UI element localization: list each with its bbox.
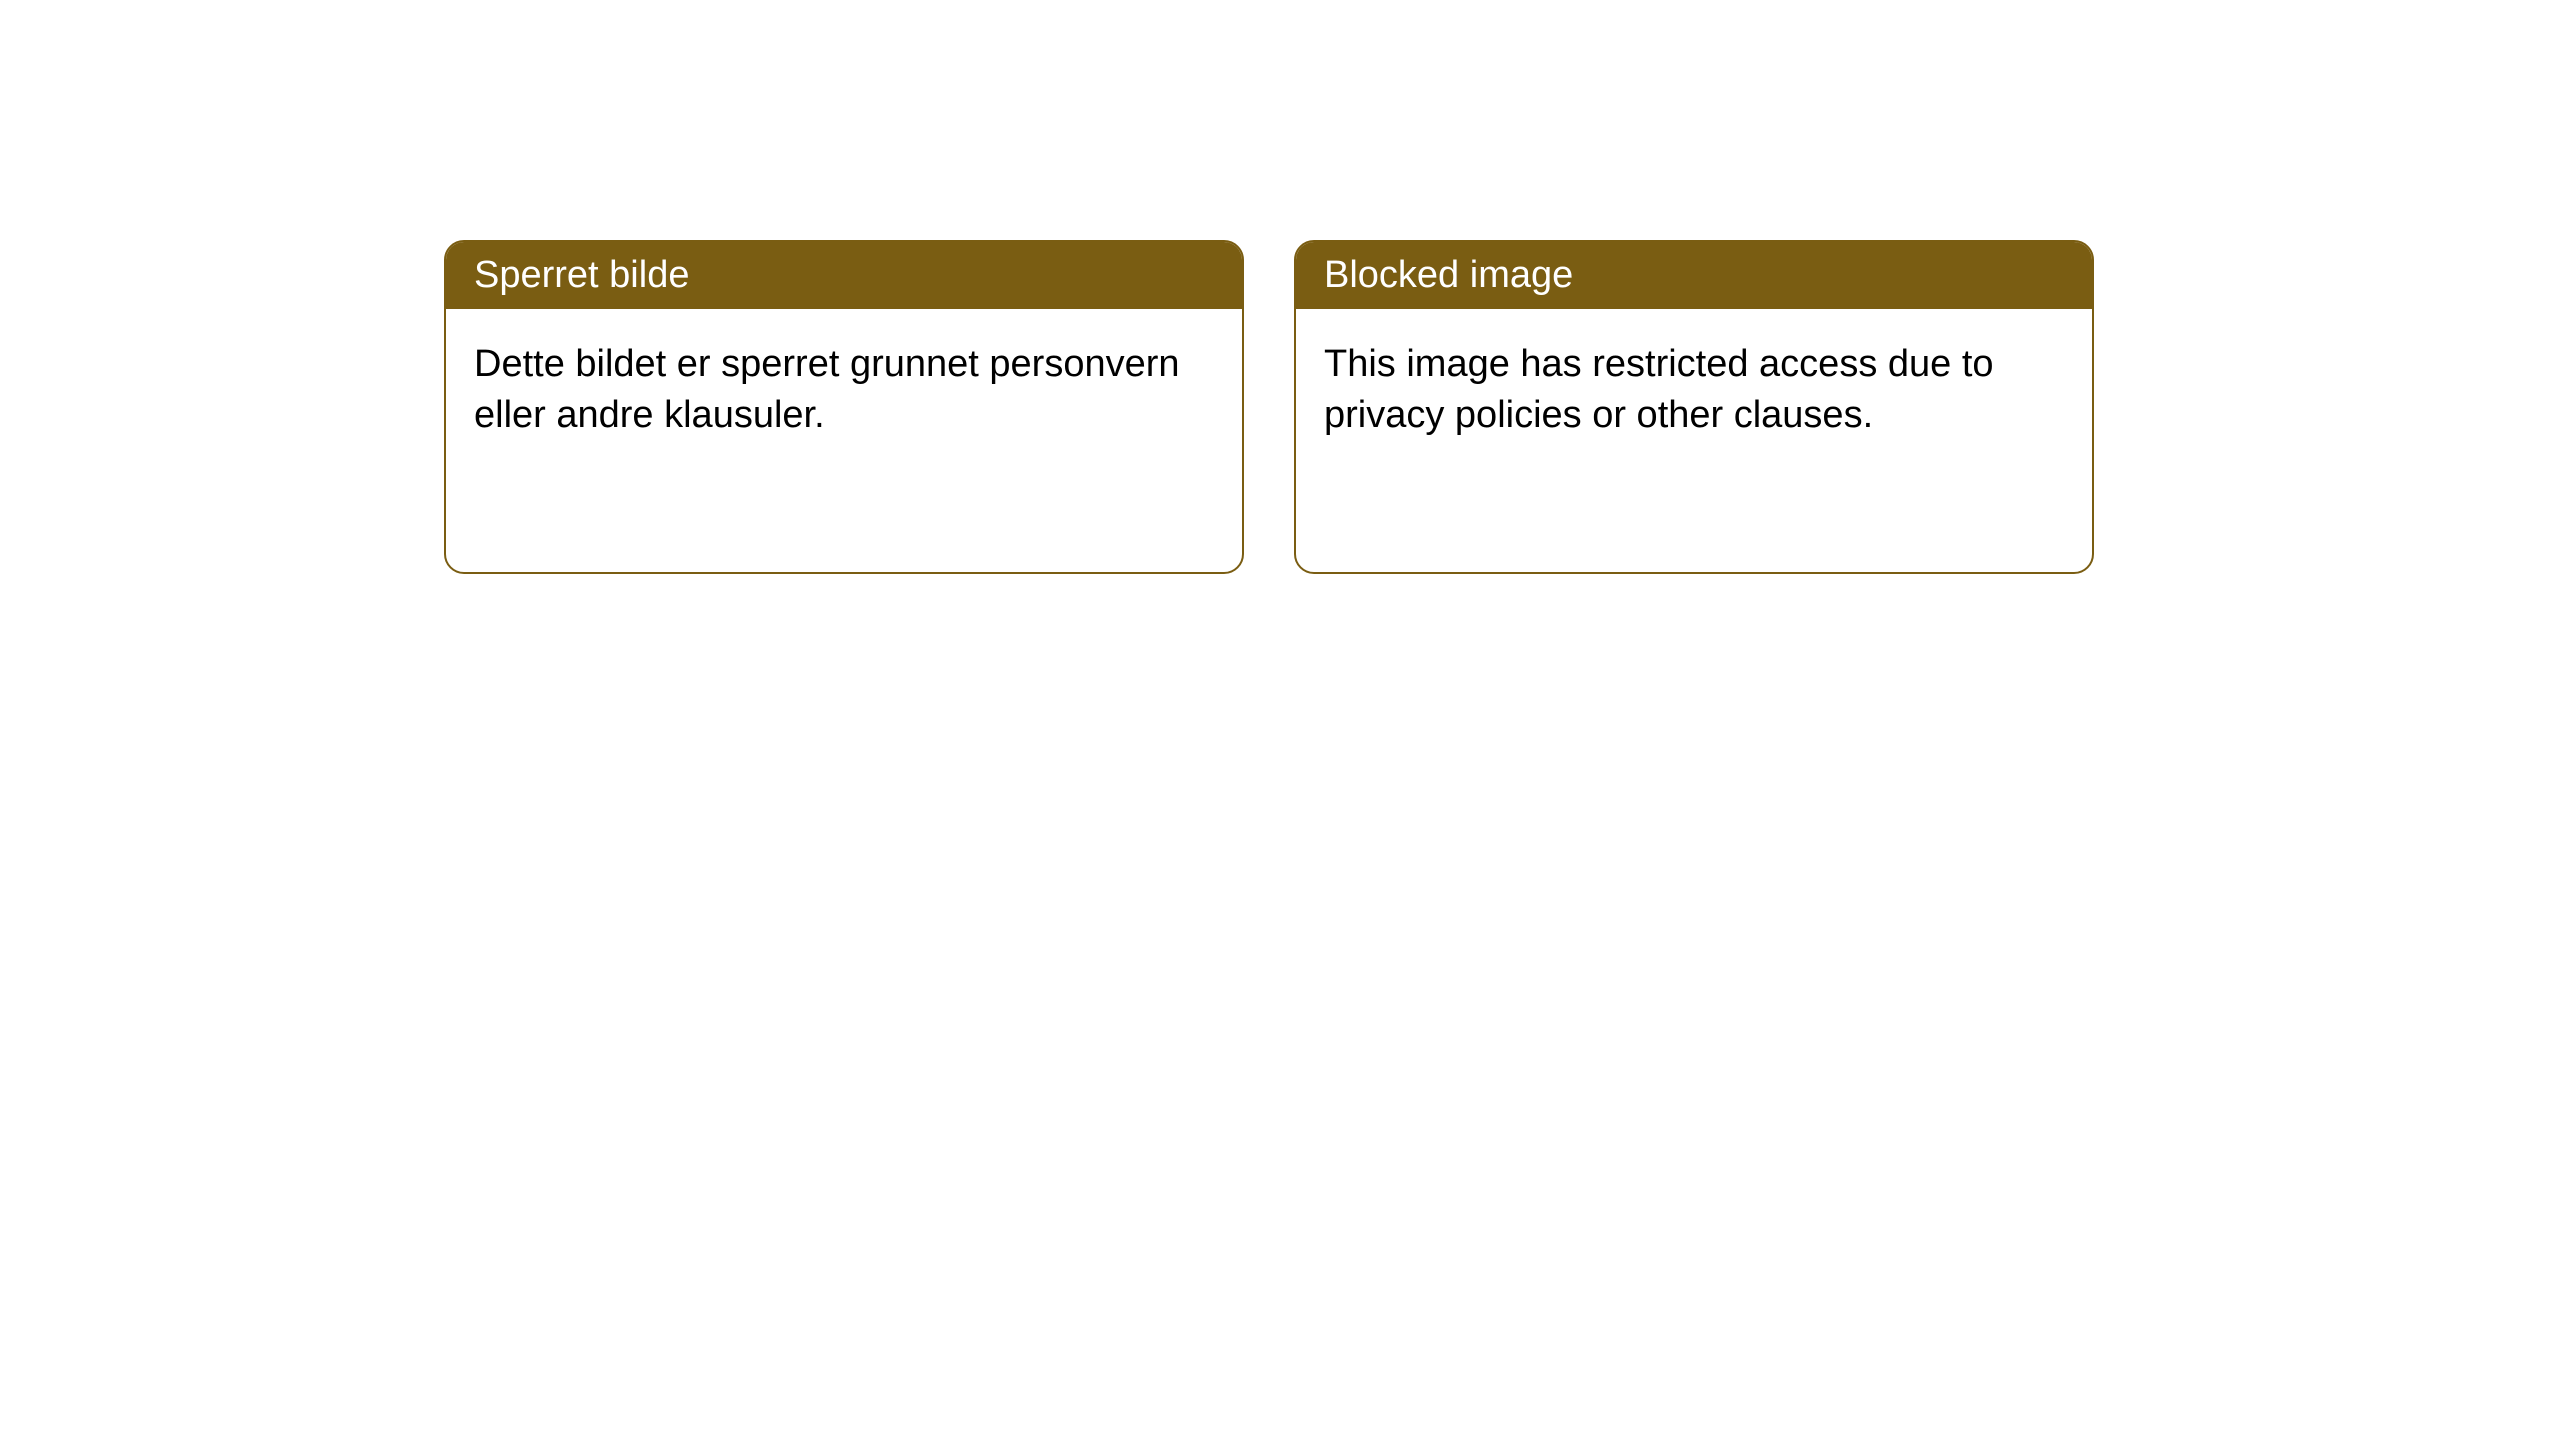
notice-body: This image has restricted access due to …: [1296, 309, 2092, 472]
notice-text: This image has restricted access due to …: [1324, 343, 1994, 436]
notice-body: Dette bildet er sperret grunnet personve…: [446, 309, 1242, 472]
notice-title: Sperret bilde: [474, 254, 689, 296]
notice-title: Blocked image: [1324, 254, 1573, 296]
notice-header: Sperret bilde: [446, 242, 1242, 309]
notice-text: Dette bildet er sperret grunnet personve…: [474, 343, 1180, 436]
blocked-image-notice-en: Blocked image This image has restricted …: [1294, 240, 2094, 574]
blocked-image-notice-no: Sperret bilde Dette bildet er sperret gr…: [444, 240, 1244, 574]
notices-container: Sperret bilde Dette bildet er sperret gr…: [0, 0, 2560, 574]
notice-header: Blocked image: [1296, 242, 2092, 309]
